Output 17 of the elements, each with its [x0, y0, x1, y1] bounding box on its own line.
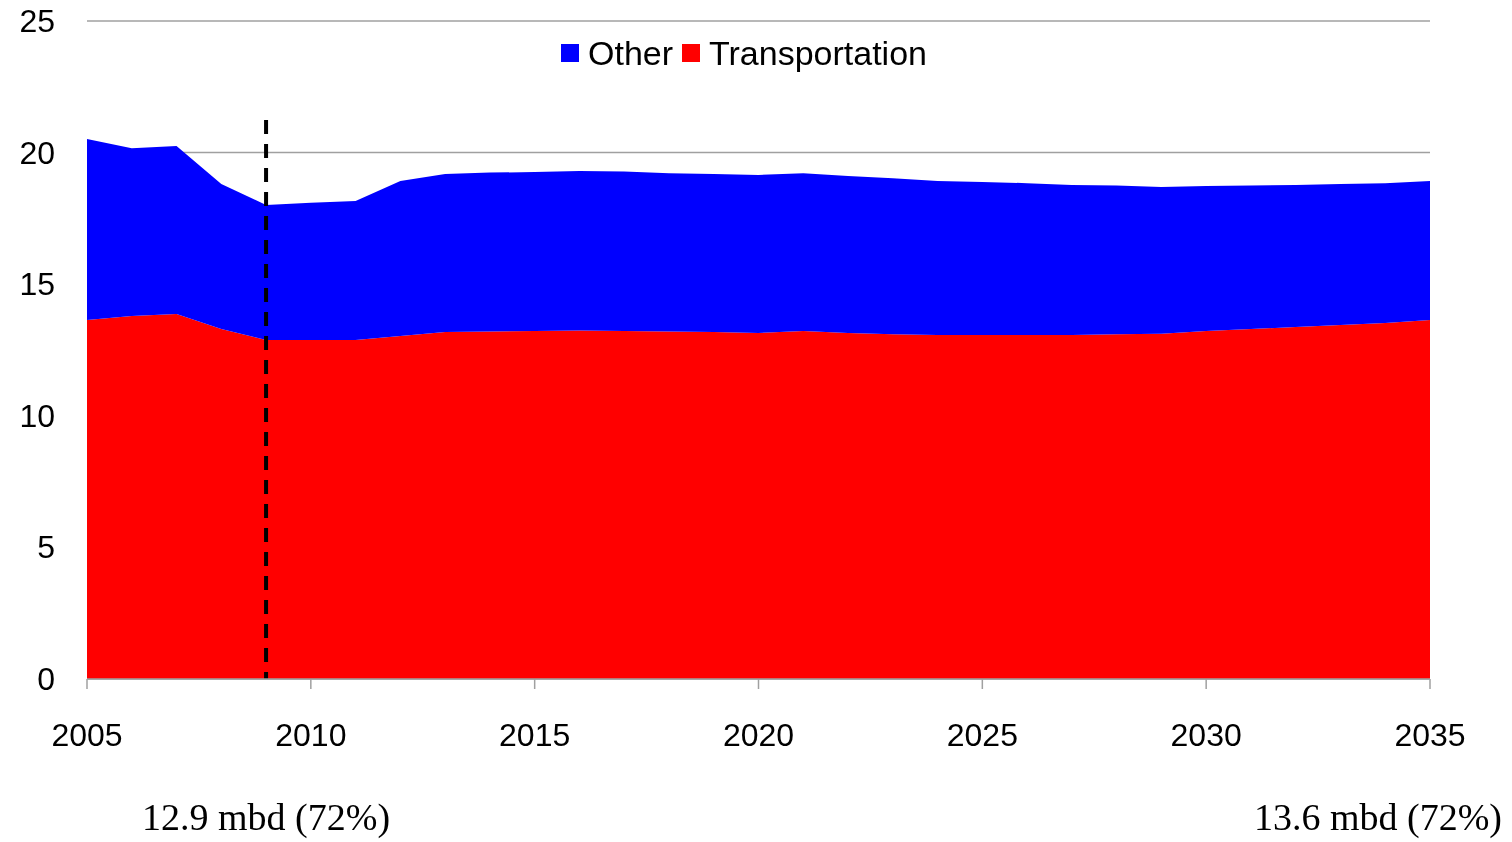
y-tick-label: 10 [19, 397, 55, 434]
y-tick-label: 25 [19, 3, 55, 39]
x-tick-label: 2030 [1170, 717, 1242, 753]
x-tick-label: 2035 [1394, 717, 1466, 753]
x-tick-label: 2010 [275, 717, 347, 753]
y-tick-label: 5 [37, 529, 55, 566]
legend-label: Transportation [709, 34, 927, 72]
x-tick-label: 2020 [722, 717, 795, 753]
y-tick-label: 0 [37, 661, 55, 697]
x-tick-label: 2025 [946, 717, 1018, 753]
y-tick-label: 15 [19, 266, 55, 303]
x-tick-label: 2005 [51, 717, 123, 753]
text: 13.6 mbd (72%) [1253, 796, 1502, 839]
text: 12.9 mbd (72%) [142, 796, 391, 839]
legend-label: Other [588, 34, 674, 72]
x-tick-label: 2015 [499, 717, 571, 753]
y-tick-label: 20 [19, 134, 55, 171]
